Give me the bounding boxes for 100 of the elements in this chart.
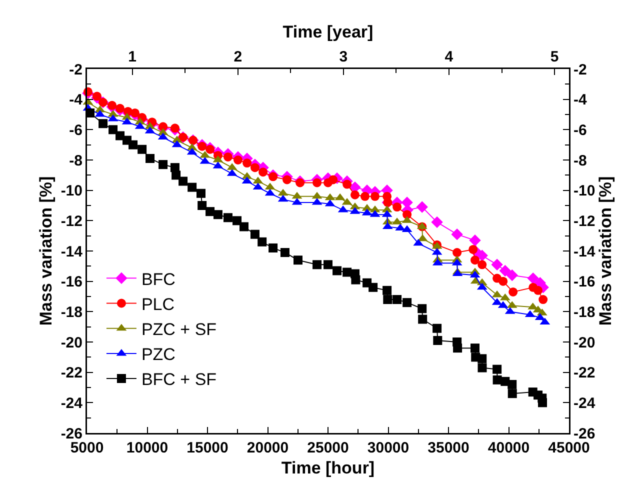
point bbox=[432, 324, 442, 333]
point bbox=[498, 276, 508, 286]
point bbox=[506, 269, 518, 282]
point bbox=[108, 100, 117, 110]
y-tick-label: -24 bbox=[60, 394, 84, 412]
legend-label: PZC bbox=[141, 345, 176, 364]
x2-tick-label: 3 bbox=[339, 48, 348, 66]
point bbox=[468, 244, 478, 254]
point bbox=[282, 175, 292, 184]
point bbox=[508, 380, 517, 389]
point bbox=[188, 182, 197, 192]
point bbox=[92, 92, 102, 101]
y-tick-label: -2 bbox=[69, 61, 82, 78]
point bbox=[138, 144, 147, 154]
x2-tick-label: 2 bbox=[234, 48, 242, 66]
point bbox=[370, 192, 380, 201]
y2-tick-label: -24 bbox=[574, 394, 596, 412]
point bbox=[470, 256, 480, 265]
y-tick-label: -4 bbox=[69, 92, 84, 109]
y-tick-label: -6 bbox=[69, 122, 82, 139]
point bbox=[328, 175, 338, 184]
point bbox=[360, 192, 370, 201]
point bbox=[98, 119, 108, 128]
x-tick-label: 20000 bbox=[246, 440, 289, 456]
y-tick-label: -26 bbox=[60, 425, 82, 442]
point bbox=[250, 163, 260, 172]
legend-label: BFC bbox=[141, 270, 176, 289]
legend-label: BFC + SF bbox=[141, 370, 217, 390]
point bbox=[268, 172, 278, 182]
point bbox=[470, 344, 480, 353]
point bbox=[178, 176, 188, 186]
point bbox=[232, 216, 242, 226]
y-axis-title: Mass variation [%] bbox=[36, 176, 56, 326]
point bbox=[416, 201, 428, 213]
y2-tick-label: -4 bbox=[574, 92, 588, 109]
point bbox=[116, 131, 125, 140]
point bbox=[198, 201, 207, 210]
point bbox=[508, 389, 517, 398]
point bbox=[478, 260, 487, 270]
legend-label: PZC + SF bbox=[141, 320, 217, 339]
y2-tick-label: -8 bbox=[574, 152, 587, 170]
x-tick-label: 5000 bbox=[70, 440, 104, 456]
point bbox=[433, 336, 442, 345]
point bbox=[451, 228, 463, 240]
point bbox=[382, 286, 392, 295]
y2-tick-label: -26 bbox=[574, 425, 596, 442]
point bbox=[213, 210, 222, 220]
point bbox=[158, 160, 168, 170]
point bbox=[324, 260, 332, 270]
point bbox=[116, 104, 125, 113]
y2-tick-label: -10 bbox=[574, 182, 596, 200]
y-tick-label: -22 bbox=[60, 364, 82, 382]
point bbox=[294, 256, 302, 265]
point bbox=[268, 243, 278, 252]
point bbox=[351, 275, 360, 284]
point bbox=[534, 286, 543, 295]
x2-tick-label: 4 bbox=[444, 48, 454, 66]
point bbox=[508, 287, 518, 296]
y2-tick-label: -22 bbox=[574, 364, 596, 382]
x-axis-title: Time [hour] bbox=[281, 458, 375, 478]
point bbox=[170, 124, 180, 133]
point bbox=[258, 168, 268, 177]
point bbox=[418, 304, 427, 314]
legend-label: PLC bbox=[141, 294, 175, 314]
point bbox=[342, 268, 352, 277]
point bbox=[452, 248, 462, 258]
point bbox=[392, 202, 402, 212]
x2-axis-title: Time [year] bbox=[282, 22, 374, 42]
point bbox=[342, 180, 352, 189]
x2-tick-label: 1 bbox=[128, 48, 136, 66]
y-tick-label: -20 bbox=[60, 334, 82, 352]
point bbox=[198, 142, 207, 151]
point bbox=[368, 282, 378, 292]
x-tick-label: 15000 bbox=[186, 440, 228, 456]
y2-tick-label: -16 bbox=[574, 274, 596, 291]
point bbox=[350, 190, 360, 200]
x-tick-label: 45000 bbox=[548, 440, 590, 456]
point bbox=[206, 207, 215, 216]
point bbox=[418, 314, 428, 324]
point bbox=[172, 170, 181, 180]
y-tick-label: -8 bbox=[69, 152, 82, 170]
point bbox=[196, 188, 206, 198]
point bbox=[108, 125, 118, 134]
x-tick-label: 40000 bbox=[488, 440, 530, 456]
x-tick-label: 25000 bbox=[307, 440, 349, 456]
point bbox=[538, 295, 548, 304]
point bbox=[312, 260, 322, 270]
point bbox=[242, 158, 252, 168]
y2-tick-label: -18 bbox=[574, 304, 596, 321]
point bbox=[128, 140, 138, 150]
y-tick-label: -14 bbox=[60, 243, 84, 260]
point bbox=[453, 344, 462, 353]
point bbox=[499, 264, 511, 277]
y-tick-label: -18 bbox=[60, 304, 82, 321]
point bbox=[233, 156, 242, 164]
y-tick-label: -16 bbox=[60, 274, 82, 291]
y2-tick-label: -6 bbox=[574, 122, 587, 139]
point bbox=[258, 237, 267, 246]
point bbox=[527, 272, 539, 284]
y2-tick-label: -20 bbox=[574, 334, 596, 352]
